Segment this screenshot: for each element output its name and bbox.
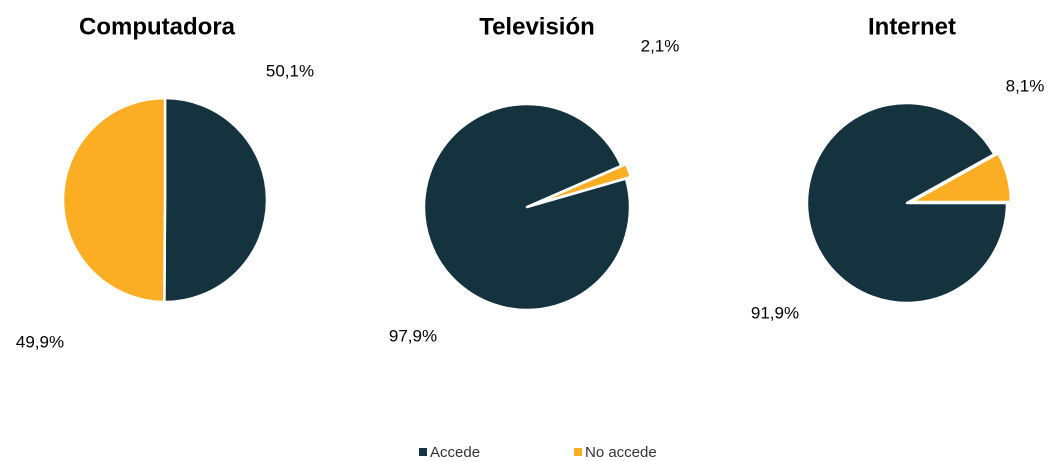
pie-slice <box>422 102 632 312</box>
data-label: 49,9% <box>16 332 64 351</box>
pie-slice <box>61 96 167 304</box>
legend-label: Accede <box>430 444 480 461</box>
pie-slice <box>909 152 1013 204</box>
legend-swatch <box>574 448 582 456</box>
data-label: 8,1% <box>1006 76 1045 95</box>
chart-title: Televisión <box>479 13 595 40</box>
legend-swatch <box>419 448 427 456</box>
pie-slice <box>805 101 1009 305</box>
data-label: 91,9% <box>751 303 799 322</box>
pie-slice <box>163 96 269 304</box>
pie-slice <box>530 162 632 207</box>
data-label: 2,1% <box>641 36 680 55</box>
chart-title: Internet <box>868 13 956 40</box>
chart-title: Computadora <box>79 13 236 40</box>
data-label: 97,9% <box>389 326 437 345</box>
legend-label: No accede <box>585 444 657 461</box>
data-label: 50,1% <box>266 61 314 80</box>
